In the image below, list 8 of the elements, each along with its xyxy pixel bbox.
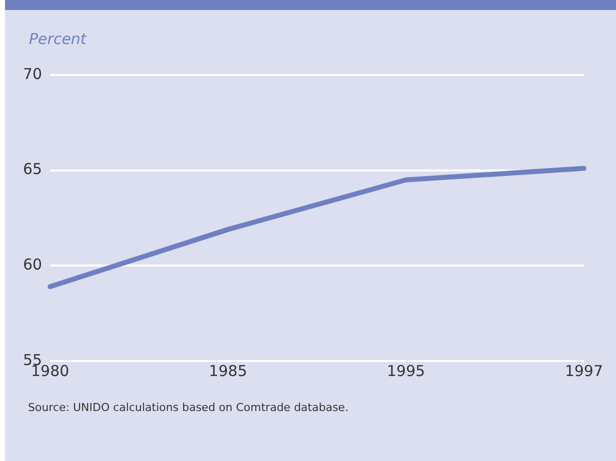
y-tick-label: 65 (22, 160, 42, 178)
x-tick-label: 1985 (208, 362, 248, 380)
x-tick-label: 1997 (564, 362, 604, 380)
y-axis-title: Percent (29, 30, 86, 48)
x-tick-label: 1995 (386, 362, 426, 380)
y-tick-label: 60 (22, 256, 42, 274)
source-note: Source: UNIDO calculations based on Comtrade database. (28, 401, 348, 414)
y-tick-label: 70 (22, 64, 42, 83)
